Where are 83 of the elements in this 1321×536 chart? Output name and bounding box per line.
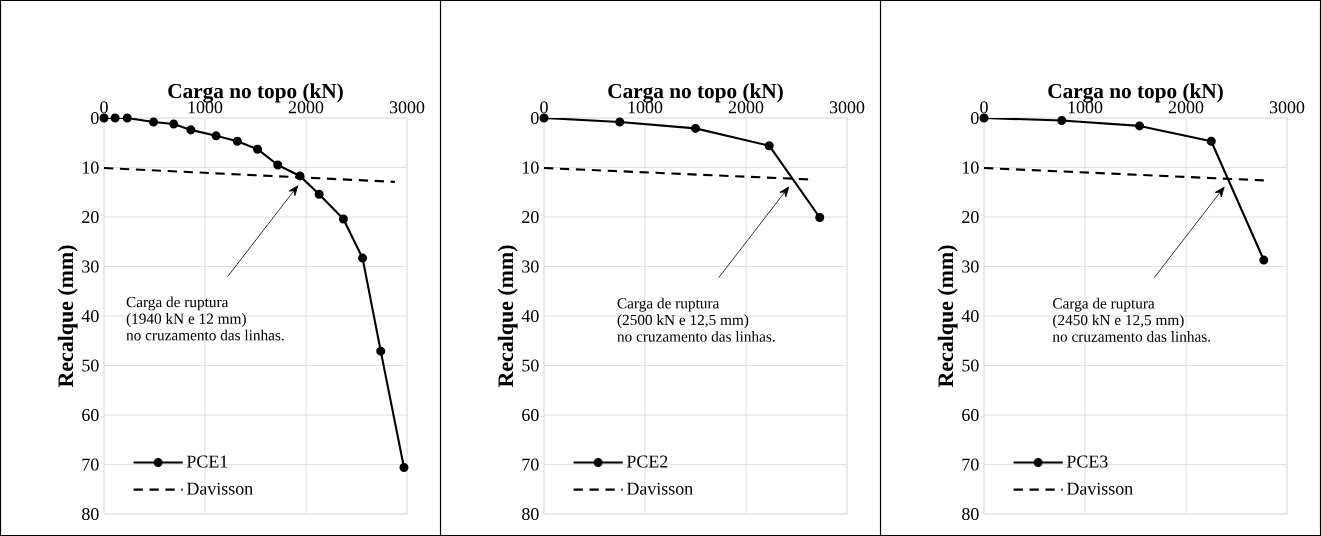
annotation: (2500 kN e 12,5 mm) bbox=[617, 314, 749, 329]
point bbox=[764, 141, 774, 151]
legend-label: Davisson bbox=[626, 482, 693, 495]
y-tick-label: 60 bbox=[962, 408, 979, 422]
y-tick-label: 70 bbox=[82, 458, 99, 471]
y-tick-label: 80 bbox=[962, 507, 979, 521]
y-tick-label: 70 bbox=[962, 458, 979, 471]
point bbox=[615, 117, 625, 127]
legend-label: PCE3 bbox=[1066, 455, 1108, 468]
y-tick-label: 60 bbox=[522, 408, 539, 422]
annotation: (2450 kN e 12,5 mm) bbox=[1053, 314, 1184, 329]
y-tick-label: 30 bbox=[522, 260, 539, 273]
point bbox=[1135, 121, 1145, 131]
x-tick-label: 0 bbox=[980, 101, 988, 114]
x-tick-label: 0 bbox=[100, 101, 108, 114]
y-tick-label: 50 bbox=[962, 359, 979, 372]
y-axis-title: Recalque (mm) bbox=[57, 245, 78, 388]
point bbox=[338, 214, 348, 224]
annotation: (1940 kN e 12 mm) bbox=[126, 313, 246, 327]
point bbox=[295, 171, 305, 181]
annotation: Carga de ruptura bbox=[617, 297, 720, 312]
legend-label: PCE2 bbox=[626, 455, 668, 468]
x-tick-label: 2000 bbox=[288, 101, 324, 114]
point bbox=[358, 253, 368, 263]
legend-label: Davisson bbox=[1066, 482, 1133, 495]
legend-label: PCE1 bbox=[186, 455, 228, 468]
point bbox=[1259, 255, 1269, 265]
y-tick-label: 60 bbox=[82, 408, 99, 422]
y-tick-label: 50 bbox=[82, 359, 99, 372]
annotation: no cruzamento das linhas. bbox=[126, 329, 284, 341]
point bbox=[169, 119, 179, 129]
x-tick-label: 0 bbox=[540, 101, 548, 114]
x-tick-label: 1000 bbox=[628, 101, 663, 114]
x-tick-label: 3000 bbox=[829, 101, 865, 114]
y-tick-label: 50 bbox=[522, 359, 539, 372]
x-tick-label: 3000 bbox=[1269, 101, 1305, 114]
point bbox=[690, 123, 701, 133]
y-tick-label: 40 bbox=[81, 309, 99, 323]
x-tick-label: 2000 bbox=[1168, 101, 1204, 114]
point bbox=[122, 113, 132, 123]
x-tick-label: 1000 bbox=[1068, 101, 1103, 114]
y-tick-label: 0 bbox=[91, 111, 99, 125]
y-tick-label: 0 bbox=[531, 111, 539, 125]
y-tick-label: 10 bbox=[82, 161, 99, 174]
x-tick-label: 2000 bbox=[728, 101, 764, 114]
point bbox=[376, 346, 386, 356]
point bbox=[110, 113, 120, 123]
y-tick-label: 40 bbox=[961, 309, 979, 323]
y-tick-label: 80 bbox=[82, 507, 99, 521]
point bbox=[273, 160, 283, 170]
point bbox=[253, 144, 263, 154]
y-axis-title: Recalque (mm) bbox=[497, 245, 518, 388]
point bbox=[815, 212, 825, 223]
y-tick-label: 30 bbox=[82, 260, 99, 273]
point bbox=[399, 462, 409, 472]
y-tick-label: 10 bbox=[522, 161, 539, 174]
y-tick-label: 20 bbox=[82, 210, 99, 224]
point bbox=[539, 113, 549, 123]
point bbox=[314, 189, 324, 199]
annotation: no cruzamento das linhas. bbox=[617, 330, 775, 342]
y-axis-title: Recalque (mm) bbox=[937, 245, 958, 388]
annotation: no cruzamento das linhas. bbox=[1052, 331, 1211, 342]
point bbox=[186, 125, 196, 135]
point bbox=[1206, 136, 1216, 146]
point bbox=[99, 113, 109, 123]
point bbox=[232, 136, 242, 146]
annotation: Carga de ruptura bbox=[126, 296, 229, 311]
point bbox=[148, 117, 159, 127]
y-tick-label: 80 bbox=[522, 507, 539, 521]
y-tick-label: 20 bbox=[522, 210, 539, 224]
y-tick-label: 30 bbox=[962, 260, 979, 273]
x-tick-label: 3000 bbox=[389, 101, 425, 114]
y-tick-label: 0 bbox=[971, 111, 979, 125]
legend-label: Davisson bbox=[186, 482, 253, 495]
y-tick-label: 20 bbox=[962, 210, 979, 224]
point bbox=[211, 131, 221, 141]
y-tick-label: 10 bbox=[962, 161, 979, 174]
x-tick-label: 1000 bbox=[188, 101, 223, 114]
annotation: Carga de ruptura bbox=[1053, 297, 1155, 312]
point bbox=[979, 113, 989, 123]
y-tick-label: 40 bbox=[521, 309, 539, 323]
y-tick-label: 70 bbox=[522, 458, 539, 471]
point bbox=[1057, 115, 1067, 126]
